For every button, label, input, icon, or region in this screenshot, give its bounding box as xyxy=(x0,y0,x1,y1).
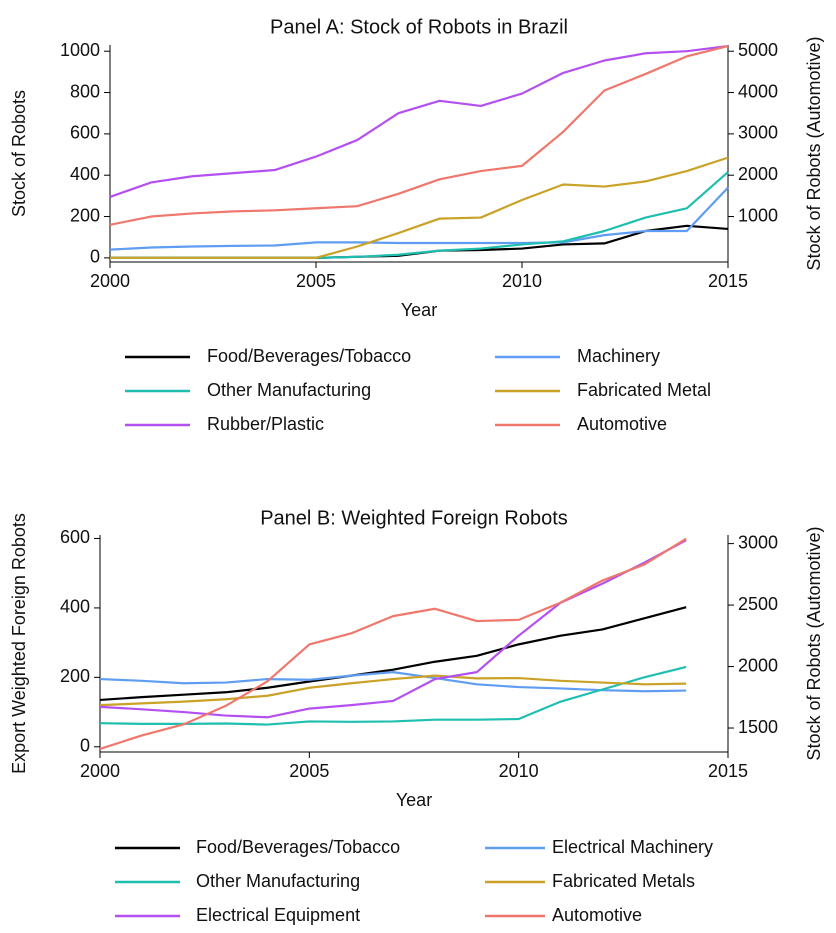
y-axis-label: Export Weighted Foreign Robots xyxy=(9,513,29,774)
series-line xyxy=(109,186,729,251)
y2-tick-label: 2500 xyxy=(738,594,778,614)
x-tick-label: 2000 xyxy=(80,761,120,781)
y-tick-label: 800 xyxy=(70,81,100,101)
y2-tick-label: 3000 xyxy=(738,123,778,143)
y-tick-label: 600 xyxy=(60,527,90,547)
y2-axis-label: Stock of Robots (Automotive) xyxy=(804,36,824,270)
legend-label: Food/Beverages/Tobacco xyxy=(196,837,400,857)
y-axis-label: Stock of Robots xyxy=(9,90,29,217)
series-line xyxy=(99,671,687,693)
y2-tick-label: 1000 xyxy=(738,205,778,225)
series-line xyxy=(99,537,687,750)
legend-label: Fabricated Metals xyxy=(552,871,695,891)
legend-label: Other Manufacturing xyxy=(207,380,371,400)
series-line xyxy=(99,665,687,726)
x-tick-label: 2015 xyxy=(708,271,748,291)
legend-label: Automotive xyxy=(552,905,642,925)
y-tick-label: 400 xyxy=(70,164,100,184)
series-line xyxy=(109,44,729,198)
series-line xyxy=(99,674,687,707)
x-axis-label: Year xyxy=(396,790,432,810)
x-tick-label: 2010 xyxy=(502,271,542,291)
y2-tick-label: 3000 xyxy=(738,532,778,552)
x-tick-label: 2005 xyxy=(296,271,336,291)
x-tick-label: 2005 xyxy=(289,761,329,781)
series-line xyxy=(99,606,687,702)
legend-label: Automotive xyxy=(577,414,667,434)
y2-tick-label: 2000 xyxy=(738,655,778,675)
x-tick-label: 2015 xyxy=(708,761,748,781)
legend-label: Rubber/Plastic xyxy=(207,414,324,434)
legend-label: Electrical Machinery xyxy=(552,837,713,857)
y2-tick-label: 1500 xyxy=(738,717,778,737)
y-tick-label: 400 xyxy=(60,597,90,617)
x-axis-label: Year xyxy=(401,300,437,320)
y-tick-label: 0 xyxy=(80,736,90,756)
y2-axis-label: Stock of Robots (Automotive) xyxy=(804,526,824,760)
series-line xyxy=(110,156,729,259)
x-tick-label: 2010 xyxy=(499,761,539,781)
y2-tick-label: 2000 xyxy=(738,164,778,184)
legend-label: Food/Beverages/Tobacco xyxy=(207,346,411,366)
series-line xyxy=(99,539,687,719)
y-tick-label: 600 xyxy=(70,123,100,143)
x-tick-label: 2000 xyxy=(90,271,130,291)
y-tick-label: 1000 xyxy=(60,40,100,60)
y-tick-label: 0 xyxy=(90,247,100,267)
legend-label: Fabricated Metal xyxy=(577,380,711,400)
series-line xyxy=(109,44,729,226)
y-tick-label: 200 xyxy=(70,205,100,225)
series-line xyxy=(110,171,729,259)
y-tick-label: 200 xyxy=(60,666,90,686)
y2-tick-label: 5000 xyxy=(738,40,778,60)
legend-label: Electrical Equipment xyxy=(196,905,360,925)
chart-title: Panel B: Weighted Foreign Robots xyxy=(260,507,568,529)
y2-tick-label: 4000 xyxy=(738,81,778,101)
legend-label: Machinery xyxy=(577,346,660,366)
legend-label: Other Manufacturing xyxy=(196,871,360,891)
chart-title: Panel A: Stock of Robots in Brazil xyxy=(270,16,568,38)
